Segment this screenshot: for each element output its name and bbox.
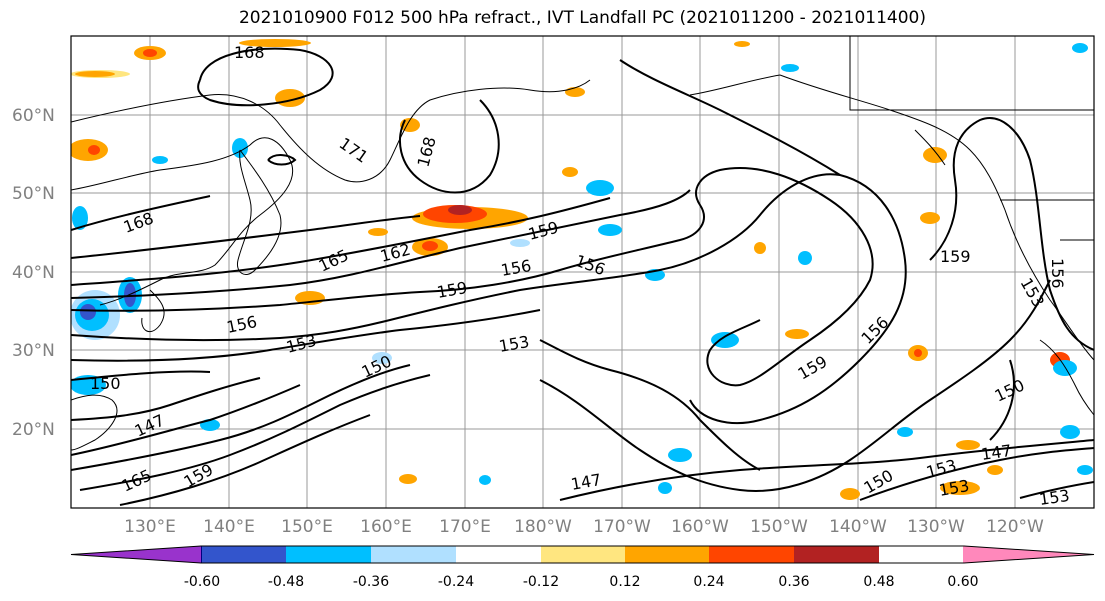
colorbar-tick-label: 0.48 [863, 574, 894, 590]
positive-anomaly-shading [71, 39, 1070, 500]
lon-label: 150°W [750, 517, 808, 537]
colorbar-outline [70, 545, 1095, 564]
colorbar-tick-label: -0.12 [523, 574, 559, 590]
colorbar-swatch [963, 546, 964, 563]
map-title: 2021010900 F012 500 hPa refract., IVT La… [238, 8, 926, 28]
colorbar-tick-label: -0.48 [268, 574, 304, 590]
longitude-labels: 130°E 140°E 150°E 160°E 170°E 180°W 170°… [124, 517, 1044, 537]
lon-label: 160°W [671, 517, 729, 537]
colorbar-tick-labels: -0.60 -0.48 -0.36 -0.24 -0.12 0.12 0.24 … [184, 574, 979, 590]
lon-label: 180°W [514, 517, 572, 537]
lon-label: 130°E [124, 517, 176, 537]
lat-label: 30°N [12, 341, 55, 361]
refractivity-contours [71, 47, 1094, 506]
colorbar-tick-label: -0.36 [353, 574, 389, 590]
colorbar-swatch [541, 546, 625, 563]
colorbar-swatch [456, 546, 541, 563]
colorbar-tick-label: -0.60 [184, 574, 220, 590]
colorbar [70, 545, 1095, 564]
colorbar-extend-low [71, 546, 201, 563]
contour-label: 156 [1048, 258, 1067, 289]
colorbar-tick-label: 0.36 [778, 574, 809, 590]
lon-label: 170°E [439, 517, 491, 537]
lon-label: 160°E [360, 517, 412, 537]
lat-label: 60°N [12, 106, 55, 126]
contour-label: 153 [1038, 486, 1071, 509]
lon-label: 120°W [986, 517, 1044, 537]
contour-label: 147 [980, 441, 1013, 464]
lon-label: 150°E [281, 517, 333, 537]
lon-label: 140°E [203, 517, 255, 537]
latitude-labels: 60°N 50°N 40°N 30°N 20°N [12, 106, 55, 440]
contour-label: 150 [90, 374, 121, 393]
colorbar-swatch [625, 546, 709, 563]
colorbar-swatch [794, 546, 879, 563]
colorbar-extend-high [964, 546, 1094, 563]
lon-label: 130°W [907, 517, 965, 537]
contour-label: 168 [234, 43, 265, 62]
lat-label: 20°N [12, 420, 55, 440]
colorbar-tick-label: 0.24 [693, 574, 724, 590]
colorbar-swatch [286, 546, 371, 563]
colorbar-swatch [202, 546, 286, 563]
colorbar-swatch [201, 546, 202, 563]
lon-label: 170°W [593, 517, 651, 537]
lon-label: 140°W [829, 517, 887, 537]
negative-anomaly-shading [71, 43, 1093, 494]
colorbar-swatch [371, 546, 456, 563]
colorbar-tick-label: -0.24 [438, 574, 474, 590]
lat-label: 40°N [12, 263, 55, 283]
lat-label: 50°N [12, 184, 55, 204]
map-frame [70, 35, 1095, 509]
colorbar-tick-label: 0.12 [609, 574, 640, 590]
colorbar-tick-label: 0.60 [947, 574, 978, 590]
contour-label: 159 [940, 247, 971, 266]
colorbar-swatch [709, 546, 794, 563]
